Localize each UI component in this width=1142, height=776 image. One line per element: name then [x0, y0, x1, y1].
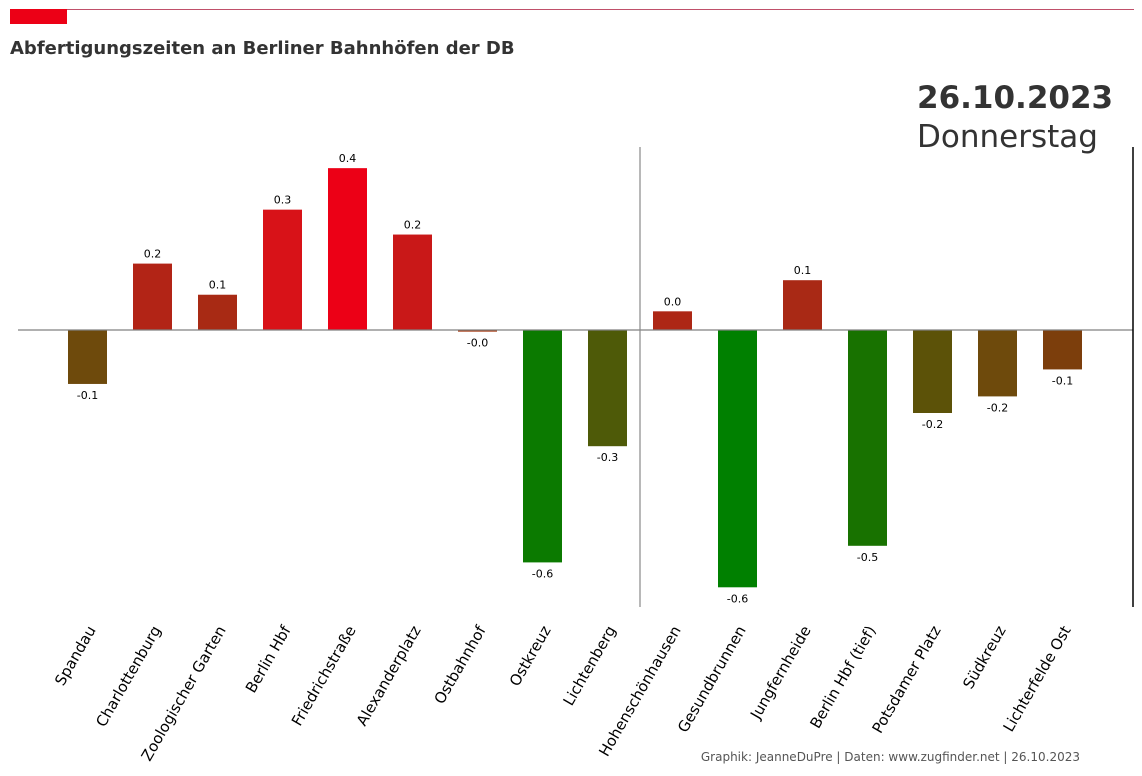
bar: [328, 168, 367, 330]
data-label: 0.3: [274, 194, 292, 207]
x-tick-label: Spandau: [51, 623, 100, 689]
data-label: -0.2: [922, 418, 943, 431]
x-tick-label: Ostbahnhof: [430, 622, 490, 707]
bar: [848, 330, 887, 546]
bar: [978, 330, 1017, 397]
data-label: 0.1: [209, 279, 227, 292]
data-label: 0.4: [339, 152, 357, 165]
page-title: Abfertigungszeiten an Berliner Bahnhöfen…: [10, 38, 515, 59]
x-tick-label: Berlin Hbf (tief): [806, 623, 879, 732]
data-label: 0.2: [144, 248, 162, 261]
x-tick-label: Jungfernheide: [746, 623, 814, 723]
bar: [133, 263, 172, 330]
data-label: 0.1: [794, 264, 812, 277]
bar: [913, 330, 952, 413]
bar: [783, 280, 822, 330]
data-label: 0.2: [404, 219, 422, 232]
x-tick-label: Friedrichstraße: [288, 623, 360, 729]
x-tick-label: Ostkreuz: [506, 622, 555, 689]
bar: [263, 209, 302, 330]
x-tick-label: Südkreuz: [959, 622, 1009, 691]
x-tick-label: Alexanderplatz: [353, 623, 425, 730]
x-tick-label: Lichterfelde Ost: [999, 623, 1074, 735]
bar: [718, 330, 757, 588]
x-tick-label: Potsdamer Platz: [869, 623, 945, 737]
data-label: -0.1: [77, 389, 98, 402]
data-label: -0.2: [987, 401, 1008, 414]
data-label: -0.0: [467, 337, 488, 350]
bar: [588, 330, 627, 447]
bar: [393, 234, 432, 330]
bar: [1043, 330, 1082, 370]
chart-weekday: Donnerstag: [917, 119, 1098, 155]
footer-credit: Graphik: JeanneDuPre | Daten: www.zugfin…: [700, 750, 1080, 764]
bar: [523, 330, 562, 563]
x-tick-label: Charlottenburg: [92, 623, 164, 730]
top-rule: [10, 9, 1134, 10]
data-label: -0.6: [727, 592, 748, 605]
brand-bar: [10, 9, 67, 24]
x-tick-label: Berlin Hbf: [242, 622, 295, 696]
x-tick-label: Gesundbrunnen: [674, 623, 750, 736]
bar: [68, 330, 107, 384]
bar: [458, 330, 497, 332]
chart-date: 26.10.2023: [917, 80, 1114, 116]
data-label: -0.3: [597, 451, 618, 464]
data-label: 0.0: [664, 295, 682, 308]
bar: [653, 311, 692, 330]
data-label: -0.1: [1052, 374, 1073, 387]
x-tick-label: Lichtenberg: [560, 623, 620, 709]
data-label: -0.6: [532, 567, 553, 580]
bar: [198, 294, 237, 330]
data-label: -0.5: [857, 551, 878, 564]
